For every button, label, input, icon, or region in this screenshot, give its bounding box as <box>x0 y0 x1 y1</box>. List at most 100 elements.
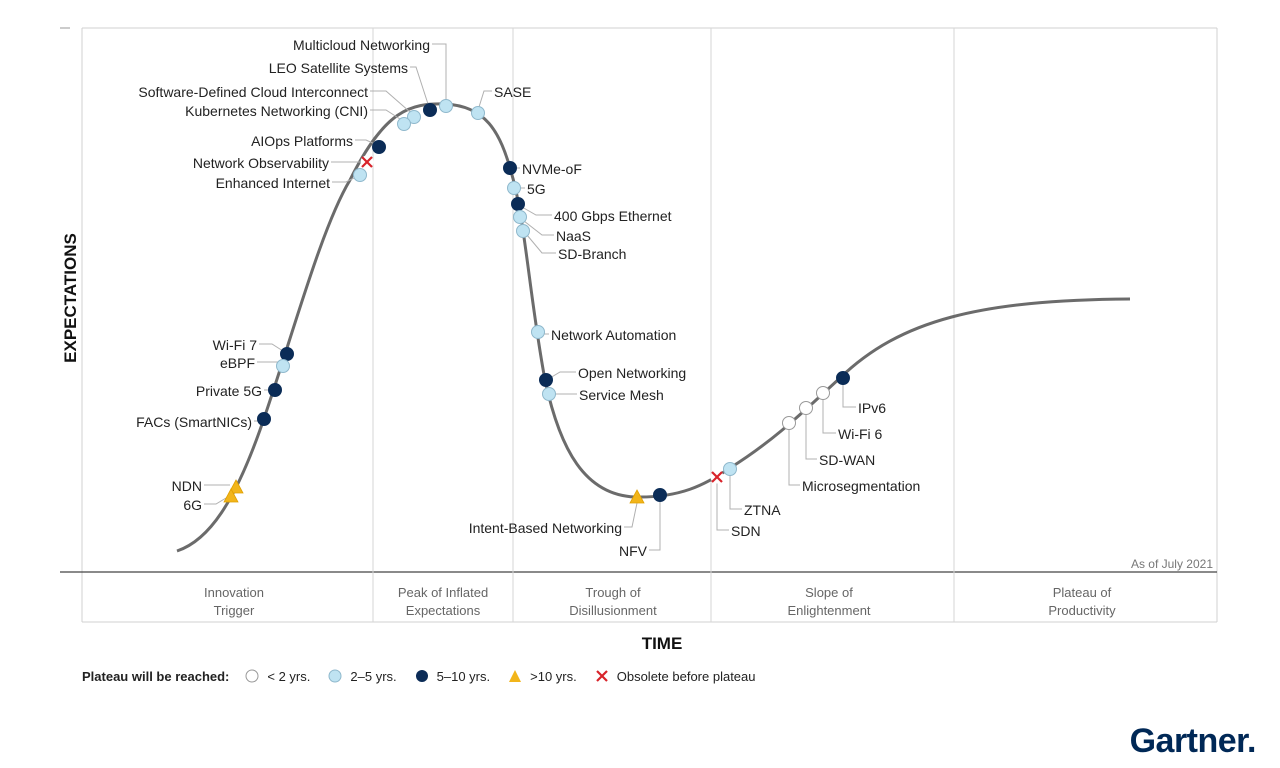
tech-label: Network Automation <box>551 327 676 343</box>
tech-label: IPv6 <box>858 400 886 416</box>
marker-circle-5to10 <box>539 373 553 387</box>
leader-line <box>822 399 836 434</box>
phase-labels: Innovation Trigger Peak of Inflated Expect… <box>204 585 1116 618</box>
tech-marker-facs-smartnics: FACs (SmartNICs) <box>136 412 271 430</box>
phase-label-innovation: Innovation Trigger <box>204 585 264 618</box>
legend-title: Plateau will be reached: <box>82 668 230 684</box>
tech-marker-open-networking: Open Networking <box>539 365 686 387</box>
marker-circle-2to5 <box>507 181 521 195</box>
tech-label: Service Mesh <box>579 387 664 403</box>
tech-label: 6G <box>183 497 202 513</box>
legend-circle-light-blue-icon <box>328 669 342 683</box>
leader-line <box>521 206 552 216</box>
leader-line <box>432 43 447 100</box>
leader-line <box>729 475 742 510</box>
legend-label: < 2 yrs. <box>267 668 311 684</box>
legend-item-lt2: < 2 yrs. <box>245 669 310 684</box>
tech-label: FACs (SmartNICs) <box>136 414 252 430</box>
tech-label: 400 Gbps Ethernet <box>554 208 672 224</box>
leader-line <box>332 176 357 183</box>
leader-line <box>370 109 401 120</box>
tech-marker-intent-based-networking: Intent-Based Networking <box>469 489 645 536</box>
marker-circle-5to10 <box>503 161 517 175</box>
tech-label: AIOps Platforms <box>251 133 353 149</box>
tech-marker-sdn: SDN <box>710 470 761 539</box>
tech-marker-sase: SASE <box>471 84 531 120</box>
tech-marker-network-automation: Network Automation <box>531 325 676 343</box>
tech-marker-kubernetes-networking-cni: Kubernetes Networking (CNI) <box>185 103 411 131</box>
tech-marker-ebpf: eBPF <box>220 355 290 373</box>
leader-line <box>526 234 556 254</box>
tech-marker-leo-satellite-systems: LEO Satellite Systems <box>269 60 437 117</box>
legend-item-gt10: >10 yrs. <box>508 669 577 684</box>
tech-marker-ztna: ZTNA <box>723 462 781 518</box>
tech-label: LEO Satellite Systems <box>269 60 408 76</box>
tech-marker-wi-fi-7: Wi-Fi 7 <box>213 337 294 361</box>
tech-label: NFV <box>619 543 648 559</box>
tech-label: SDN <box>731 523 761 539</box>
marker-circle-5to10 <box>280 347 294 361</box>
legend-item-obsolete: Obsolete before plateau <box>595 669 756 684</box>
tech-marker-400-gbps-ethernet: 400 Gbps Ethernet <box>511 197 672 224</box>
tech-label: Microsegmentation <box>802 478 920 494</box>
chart-frame <box>60 27 1218 623</box>
marker-circle-lt2 <box>816 386 830 400</box>
tech-label: Wi-Fi 7 <box>213 337 258 353</box>
tech-label: Enhanced Internet <box>216 175 331 191</box>
marker-triangle <box>223 488 239 503</box>
legend-circle-navy-icon <box>415 669 429 683</box>
phase-label-slope: Slope of Enlightenment <box>787 585 870 618</box>
marker-circle-2to5 <box>516 224 530 238</box>
leader-line <box>842 384 856 408</box>
legend-label: Obsolete before plateau <box>616 668 756 684</box>
leader-line <box>549 371 576 379</box>
tech-label: Private 5G <box>196 383 262 399</box>
tech-marker-nfv: NFV <box>619 488 667 559</box>
leader-line <box>624 502 638 528</box>
tech-marker-ndn: NDN <box>172 478 244 494</box>
leader-line <box>204 497 227 505</box>
legend-item-5to10: 5–10 yrs. <box>415 669 490 684</box>
marker-circle-2to5 <box>542 387 556 401</box>
tech-marker-wi-fi-6: Wi-Fi 6 <box>816 386 883 442</box>
marker-circle-lt2 <box>799 401 813 415</box>
phase-label-trough: Trough of Disillusionment <box>569 585 657 618</box>
marker-circle-2to5 <box>407 110 421 124</box>
phase-label-plateau: Plateau of Productivity <box>1048 585 1116 618</box>
leader-line <box>259 343 284 352</box>
tech-label: 5G <box>527 181 546 197</box>
tech-label: SASE <box>494 84 531 100</box>
leader-line <box>716 483 729 531</box>
legend-x-red-icon <box>595 669 609 683</box>
marker-circle-5to10 <box>372 140 386 154</box>
tech-marker-naas: NaaS <box>513 210 591 244</box>
hype-cycle-chart: EXPECTATIONS TIME As of July 2021 Innova… <box>60 27 1218 653</box>
marker-circle-2to5 <box>531 325 545 339</box>
marker-x <box>710 470 724 484</box>
marker-circle-5to10 <box>423 103 437 117</box>
tech-marker-software-defined-cloud-interconnect: Software-Defined Cloud Interconnect <box>138 84 421 124</box>
marker-triangle <box>228 479 244 494</box>
marker-circle-2to5 <box>276 359 290 373</box>
phase-label-peak: Peak of Inflated Expectations <box>398 585 488 618</box>
tech-marker-sd-wan: SD-WAN <box>799 401 875 468</box>
technology-markers: Multicloud Networking LEO Satellite Syste… <box>136 37 920 559</box>
tech-marker-5g: 5G <box>507 181 546 197</box>
tech-label: Software-Defined Cloud Interconnect <box>138 84 368 100</box>
tech-label: NVMe-oF <box>522 161 582 177</box>
tech-label: NaaS <box>556 228 591 244</box>
leader-line <box>649 501 661 551</box>
tech-label: Kubernetes Networking (CNI) <box>185 103 368 119</box>
tech-label: Network Observability <box>193 155 329 171</box>
marker-x <box>360 155 374 169</box>
leader-line <box>478 90 492 108</box>
legend-label: 2–5 yrs. <box>350 668 397 684</box>
leader-line <box>410 66 429 105</box>
marker-circle-2to5 <box>439 99 453 113</box>
marker-circle-5to10 <box>268 383 282 397</box>
tech-marker-aiops-platforms: AIOps Platforms <box>251 133 386 154</box>
legend-label: 5–10 yrs. <box>436 668 491 684</box>
legend-circle-white-icon <box>245 669 259 683</box>
tech-label: SD-Branch <box>558 246 626 262</box>
marker-triangle <box>629 489 645 504</box>
